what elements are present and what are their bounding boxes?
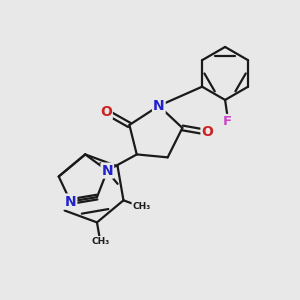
Text: N: N bbox=[153, 99, 165, 113]
Text: CH₃: CH₃ bbox=[91, 237, 110, 246]
Text: O: O bbox=[202, 125, 213, 139]
Text: F: F bbox=[223, 115, 232, 128]
Text: N: N bbox=[65, 194, 76, 208]
Text: CH₃: CH₃ bbox=[132, 202, 151, 211]
Text: O: O bbox=[100, 105, 112, 119]
Text: N: N bbox=[101, 164, 113, 178]
